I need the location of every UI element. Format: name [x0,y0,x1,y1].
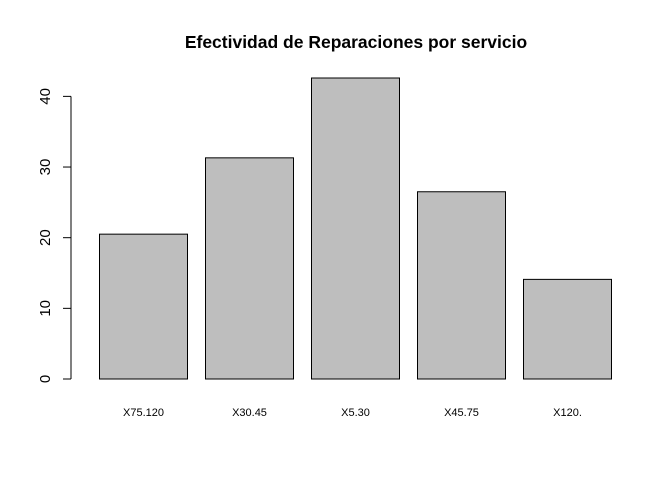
bar-x75-120 [99,233,188,380]
category-labels-group: X75.120 X30.45 X5.30 X45.75 X120. [123,407,582,419]
category-label: X120. [553,407,582,419]
category-label: X5.30 [341,407,370,419]
y-tick-label: 40 [37,88,54,105]
bar-x45-75 [417,191,506,380]
category-label: X45.75 [444,407,479,419]
y-tick-label: 10 [37,300,54,317]
bar-x120 [523,278,612,380]
bars-group [99,77,612,380]
y-axis: 0 10 20 30 40 [37,88,72,383]
chart-title: Efectividad de Reparaciones por servicio [185,32,527,52]
bar-x30-45 [205,157,294,380]
y-tick-label: 0 [37,375,54,383]
bar-x5-30 [311,77,400,380]
category-label: X30.45 [232,407,267,419]
category-label: X75.120 [123,407,164,419]
y-tick-label: 30 [37,159,54,176]
y-tick-label: 20 [37,229,54,246]
